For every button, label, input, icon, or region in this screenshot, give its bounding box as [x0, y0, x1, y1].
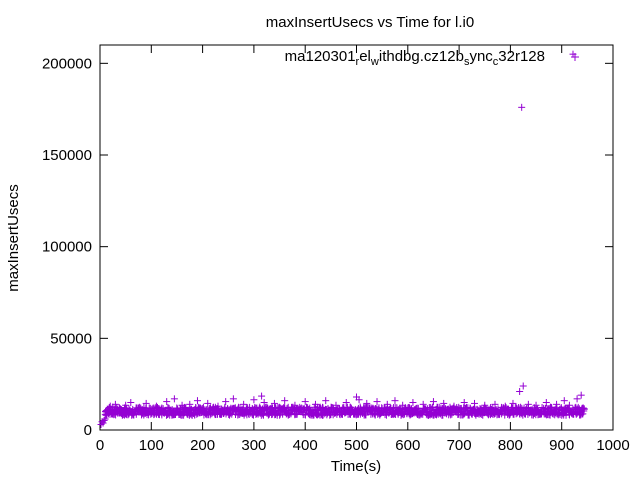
data-point — [440, 399, 448, 407]
data-point — [142, 399, 150, 407]
data-point — [270, 399, 278, 407]
data-point — [519, 382, 527, 390]
data-point — [204, 399, 212, 407]
x-tick-label: 100 — [139, 437, 164, 454]
x-axis-label: Time(s) — [331, 458, 381, 475]
data-point — [560, 397, 568, 405]
data-points — [97, 50, 588, 428]
y-tick-label: 0 — [84, 422, 92, 439]
data-point — [569, 50, 577, 58]
data-point — [399, 411, 407, 419]
x-tick-label: 800 — [498, 437, 523, 454]
data-point — [579, 404, 587, 412]
x-tick-label: 900 — [549, 437, 574, 454]
data-point — [573, 395, 581, 403]
data-point — [460, 399, 468, 406]
plot-frame — [99, 44, 614, 431]
x-tick-label: 400 — [293, 437, 318, 454]
data-point — [127, 399, 135, 406]
data-point — [229, 395, 237, 403]
data-point — [481, 401, 489, 409]
data-point — [193, 397, 201, 405]
data-point — [542, 399, 550, 406]
data-point — [429, 398, 437, 406]
data-point — [283, 404, 291, 412]
data-point — [373, 398, 381, 406]
data-point — [178, 401, 186, 409]
x-tick-label: 0 — [96, 437, 104, 454]
y-axis: 0 50000 100000 150000 200000 — [42, 55, 613, 439]
x-tick-label: 300 — [241, 437, 266, 454]
data-point — [276, 411, 284, 419]
legend: ma120301relwithdbg.cz12bsyncc32r128 — [285, 48, 579, 68]
data-point — [419, 400, 427, 408]
data-point — [332, 401, 340, 409]
data-point — [532, 401, 540, 409]
data-point — [574, 403, 582, 411]
x-tick-label: 600 — [395, 437, 420, 454]
data-point — [134, 404, 142, 412]
data-point — [322, 397, 330, 405]
x-tick-label: 500 — [344, 437, 369, 454]
data-point — [122, 401, 130, 409]
data-point — [577, 391, 585, 399]
y-tick-label: 50000 — [50, 330, 92, 347]
data-point — [383, 400, 391, 408]
data-point — [516, 388, 524, 395]
data-point — [100, 416, 108, 424]
data-point — [170, 395, 178, 403]
data-point — [518, 103, 526, 111]
y-tick-label: 150000 — [42, 147, 92, 164]
data-point — [222, 398, 230, 406]
chart-title: maxInsertUsecs vs Time for l.i0 — [266, 14, 474, 31]
data-point — [301, 398, 309, 406]
x-tick-label: 1000 — [596, 437, 629, 454]
data-point — [117, 405, 125, 413]
data-point — [450, 402, 458, 410]
data-point — [565, 401, 573, 409]
y-tick-label: 100000 — [42, 239, 92, 256]
data-point — [101, 415, 109, 423]
data-point — [470, 399, 478, 407]
data-point — [491, 400, 499, 408]
data-point — [524, 400, 532, 408]
data-point — [258, 392, 266, 400]
data-point — [553, 400, 561, 408]
y-tick-label: 200000 — [42, 55, 92, 72]
data-point — [501, 402, 509, 410]
data-point — [580, 405, 588, 413]
data-point — [291, 401, 299, 409]
data-point — [355, 396, 363, 404]
x-axis: 0 100 200 300 400 500 600 700 800 900 1000 — [96, 45, 630, 454]
data-point — [409, 399, 417, 406]
x-tick-label: 200 — [190, 437, 215, 454]
data-point — [186, 400, 194, 408]
data-point — [111, 400, 119, 408]
data-point — [399, 401, 407, 409]
x-tick-label: 700 — [447, 437, 472, 454]
data-point — [281, 397, 289, 405]
data-point — [250, 396, 258, 404]
data-point — [214, 402, 222, 410]
data-point — [260, 399, 268, 406]
data-point — [211, 409, 219, 417]
data-point — [363, 399, 371, 407]
data-point — [342, 399, 350, 406]
data-point — [104, 406, 112, 414]
data-point — [391, 397, 399, 405]
data-point — [311, 400, 319, 408]
data-point — [163, 398, 171, 406]
y-axis-label: maxInsertUsecs — [5, 184, 22, 292]
data-point — [509, 399, 517, 407]
legend-label: ma120301relwithdbg.cz12bsyncc32r128 — [285, 48, 545, 68]
data-point — [240, 400, 248, 408]
data-point — [102, 411, 110, 419]
data-point — [152, 402, 160, 410]
